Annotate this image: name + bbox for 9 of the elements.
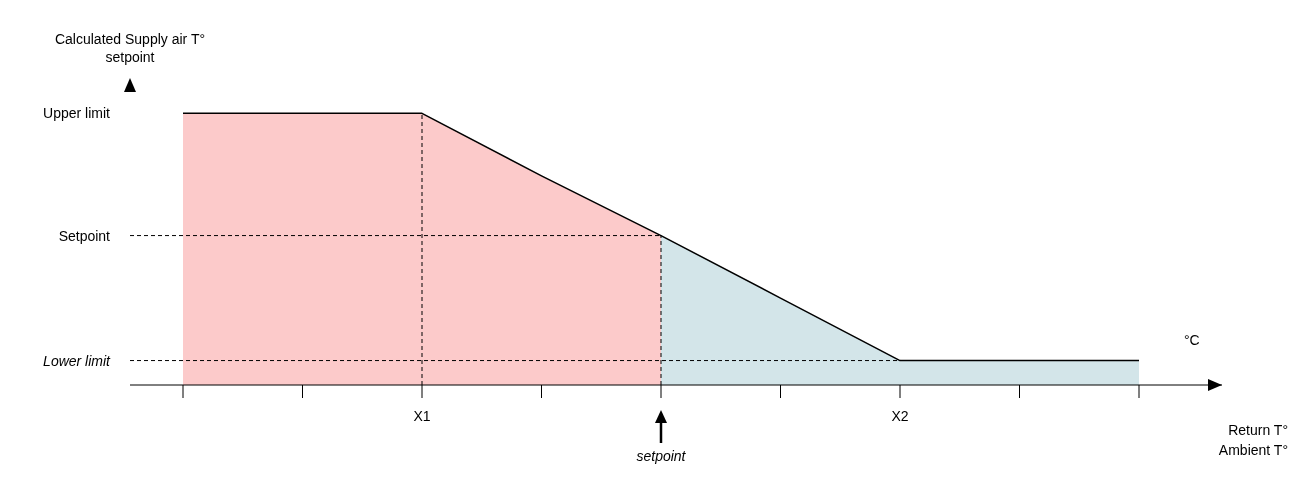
x-tick-label: X1 <box>413 408 431 424</box>
x-axis-title: Return T° Ambient T° <box>1217 421 1288 460</box>
ref-line-label: Lower limit <box>43 352 112 369</box>
y-axis-title: Calculated Supply air T° setpoint <box>53 30 207 66</box>
text: Upper limit <box>43 104 110 123</box>
x-tick-label: X2 <box>891 408 909 424</box>
text: setpoint <box>635 447 687 465</box>
ref-line-label: Setpoint <box>58 227 111 244</box>
annotation: °C <box>1184 330 1200 349</box>
